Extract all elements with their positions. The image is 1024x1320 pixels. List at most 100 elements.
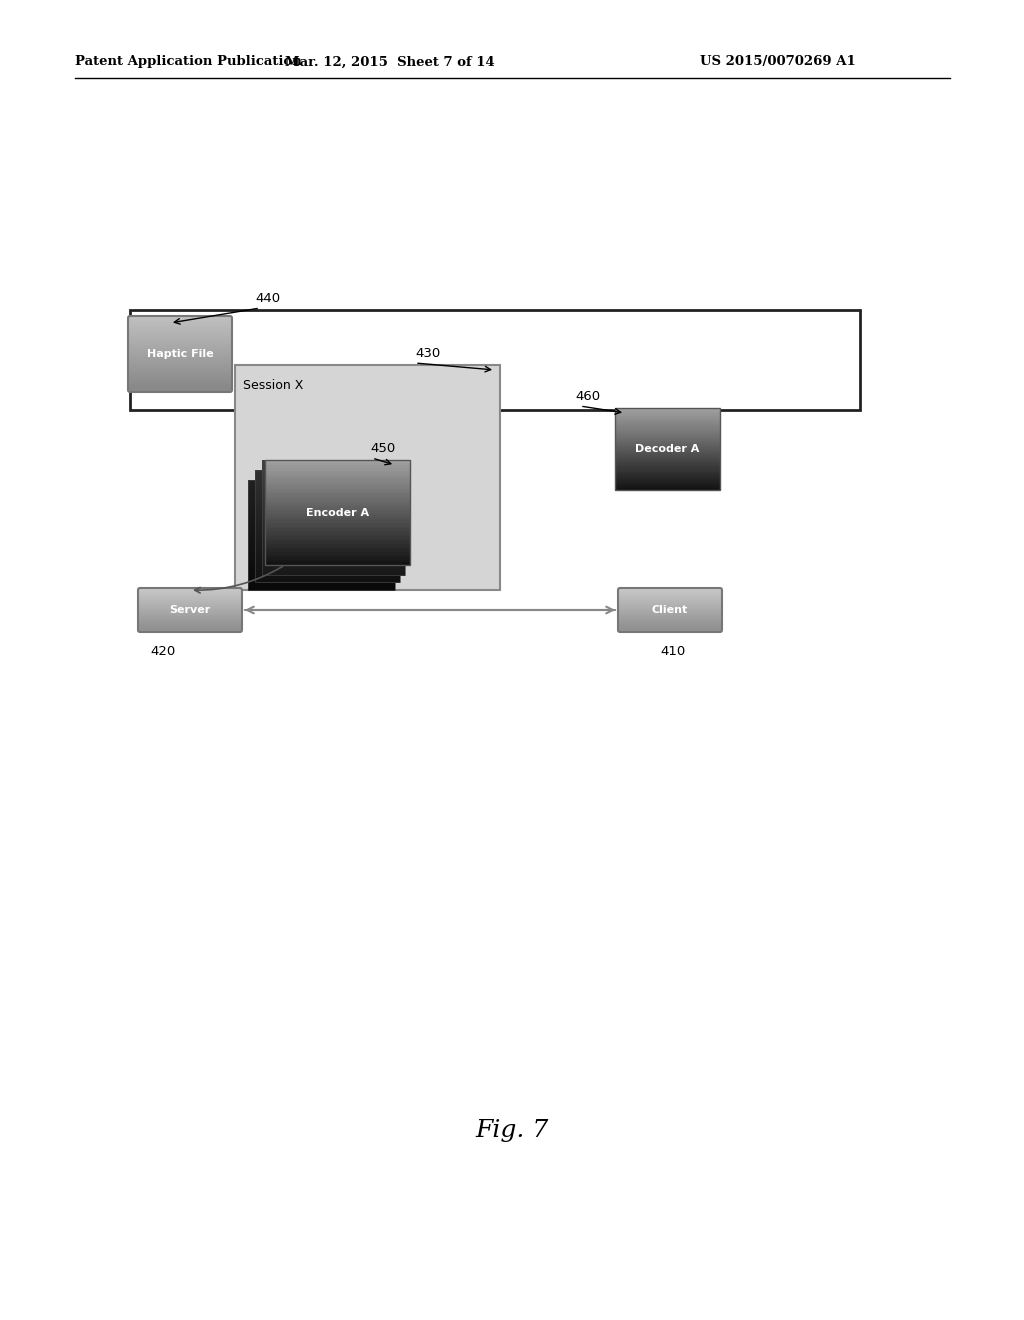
Bar: [248, 511, 395, 513]
Bar: [248, 579, 395, 582]
Bar: [265, 507, 410, 511]
FancyBboxPatch shape: [618, 598, 722, 603]
Bar: [615, 422, 720, 425]
Bar: [265, 486, 410, 490]
FancyBboxPatch shape: [138, 597, 242, 602]
Bar: [234, 366, 500, 590]
Bar: [615, 433, 720, 436]
Bar: [262, 549, 406, 553]
FancyBboxPatch shape: [618, 612, 722, 619]
FancyBboxPatch shape: [138, 612, 242, 618]
Bar: [255, 500, 400, 504]
FancyBboxPatch shape: [128, 347, 232, 352]
Bar: [615, 455, 720, 458]
Text: Client: Client: [652, 605, 688, 615]
FancyBboxPatch shape: [128, 315, 232, 322]
Bar: [248, 537, 395, 541]
Bar: [255, 545, 400, 549]
FancyBboxPatch shape: [128, 330, 232, 337]
Bar: [248, 480, 395, 590]
Bar: [248, 570, 395, 574]
Bar: [615, 411, 720, 413]
FancyBboxPatch shape: [618, 622, 722, 627]
Bar: [265, 459, 410, 463]
Bar: [255, 492, 400, 496]
FancyBboxPatch shape: [618, 611, 722, 616]
Bar: [248, 516, 395, 519]
FancyBboxPatch shape: [128, 368, 232, 375]
FancyBboxPatch shape: [128, 387, 232, 392]
Bar: [265, 517, 410, 521]
Bar: [248, 554, 395, 557]
FancyBboxPatch shape: [138, 624, 242, 631]
Bar: [265, 552, 410, 554]
Bar: [615, 449, 720, 451]
Bar: [262, 520, 406, 524]
Bar: [615, 466, 720, 469]
FancyBboxPatch shape: [618, 607, 722, 612]
FancyBboxPatch shape: [138, 591, 242, 598]
Bar: [265, 533, 410, 537]
Bar: [255, 529, 400, 532]
FancyBboxPatch shape: [138, 623, 242, 628]
FancyBboxPatch shape: [138, 598, 242, 603]
FancyBboxPatch shape: [618, 591, 722, 597]
Bar: [248, 535, 395, 539]
Bar: [255, 478, 400, 482]
Bar: [265, 515, 410, 519]
FancyBboxPatch shape: [138, 609, 242, 615]
Bar: [248, 524, 395, 527]
FancyBboxPatch shape: [618, 590, 722, 595]
FancyBboxPatch shape: [618, 620, 722, 626]
FancyBboxPatch shape: [618, 609, 722, 614]
Bar: [255, 562, 400, 566]
FancyBboxPatch shape: [618, 601, 722, 606]
Bar: [262, 537, 406, 541]
FancyBboxPatch shape: [128, 378, 232, 384]
FancyBboxPatch shape: [128, 370, 232, 376]
Bar: [615, 441, 720, 444]
Bar: [255, 543, 400, 546]
Bar: [615, 471, 720, 474]
Bar: [265, 488, 410, 492]
Bar: [265, 531, 410, 535]
Bar: [255, 515, 400, 517]
Bar: [262, 486, 406, 490]
FancyBboxPatch shape: [618, 602, 722, 607]
FancyBboxPatch shape: [618, 619, 722, 624]
FancyBboxPatch shape: [128, 348, 232, 355]
Bar: [265, 502, 410, 506]
Bar: [262, 510, 406, 512]
FancyBboxPatch shape: [138, 602, 242, 607]
Bar: [265, 494, 410, 498]
Bar: [255, 473, 400, 477]
FancyBboxPatch shape: [138, 591, 242, 597]
FancyBboxPatch shape: [138, 620, 242, 626]
FancyBboxPatch shape: [128, 364, 232, 371]
Bar: [262, 544, 406, 546]
FancyBboxPatch shape: [138, 597, 242, 602]
Bar: [262, 488, 406, 492]
Bar: [255, 525, 400, 529]
FancyBboxPatch shape: [618, 615, 722, 620]
FancyBboxPatch shape: [618, 589, 722, 594]
Bar: [248, 494, 395, 498]
Bar: [255, 495, 400, 499]
Bar: [255, 560, 400, 562]
Bar: [255, 535, 400, 537]
Bar: [262, 474, 406, 478]
Bar: [615, 475, 720, 478]
Bar: [615, 484, 720, 486]
Bar: [255, 537, 400, 540]
Bar: [615, 408, 720, 490]
FancyBboxPatch shape: [128, 339, 232, 346]
Bar: [615, 437, 720, 440]
Bar: [255, 568, 400, 572]
Bar: [262, 503, 406, 507]
Bar: [248, 546, 395, 549]
Bar: [265, 554, 410, 557]
Bar: [615, 426, 720, 429]
FancyBboxPatch shape: [618, 587, 722, 594]
FancyBboxPatch shape: [618, 616, 722, 622]
FancyBboxPatch shape: [138, 615, 242, 620]
